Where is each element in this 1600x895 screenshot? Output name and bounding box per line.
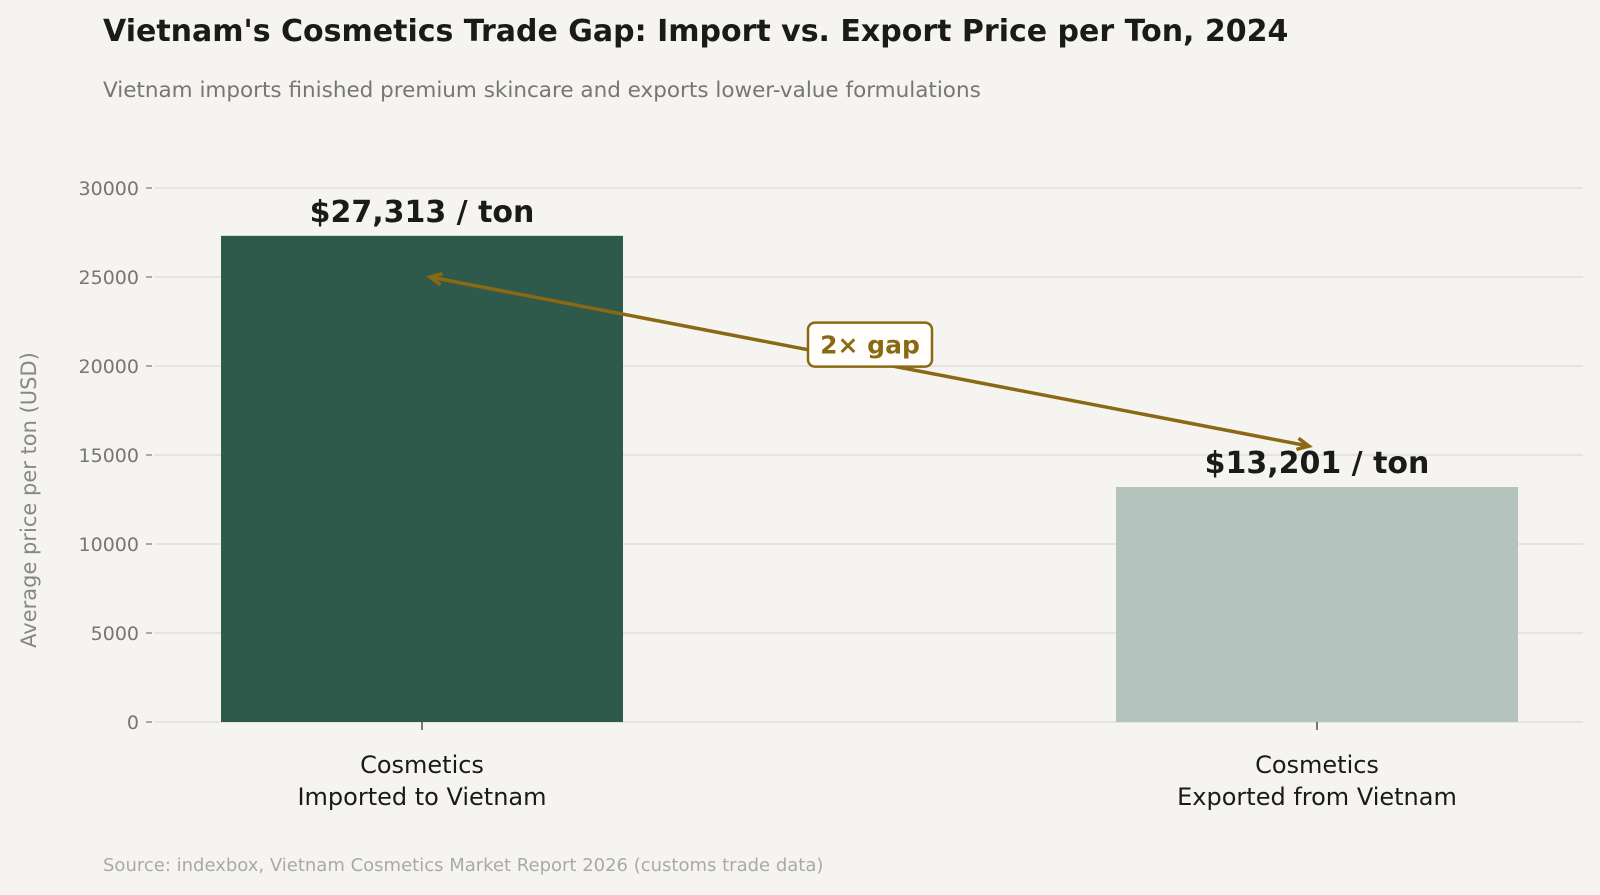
- y-tick-label: 5000: [91, 623, 139, 645]
- annotation-box: [806, 321, 934, 368]
- y-tick-label: 25000: [79, 267, 139, 289]
- bar: [221, 235, 623, 722]
- bar: [1116, 487, 1518, 722]
- y-axis-label: Average price per ton (USD): [17, 352, 41, 648]
- y-tick-label: 0: [127, 712, 139, 734]
- annotation-label: 2× gap: [820, 331, 920, 360]
- y-tick-label: 30000: [79, 178, 139, 200]
- chart-subtitle: Vietnam imports finished premium skincar…: [103, 78, 981, 103]
- arrowhead-right: [1295, 436, 1313, 452]
- y-tick-label: 20000: [79, 356, 139, 378]
- x-tick-label: Cosmetics Imported to Vietnam: [297, 751, 546, 811]
- data-label: $13,201 / ton: [1205, 446, 1430, 481]
- y-tick-label: 10000: [79, 534, 139, 556]
- data-label: $27,313 / ton: [310, 195, 535, 230]
- x-tick-label: Cosmetics Exported from Vietnam: [1177, 751, 1457, 811]
- arrowhead-left: [426, 271, 444, 287]
- chart-title: Vietnam's Cosmetics Trade Gap: Import vs…: [103, 14, 1289, 49]
- source-note: Source: indexbox, Vietnam Cosmetics Mark…: [103, 855, 824, 876]
- y-tick-label: 15000: [79, 445, 139, 467]
